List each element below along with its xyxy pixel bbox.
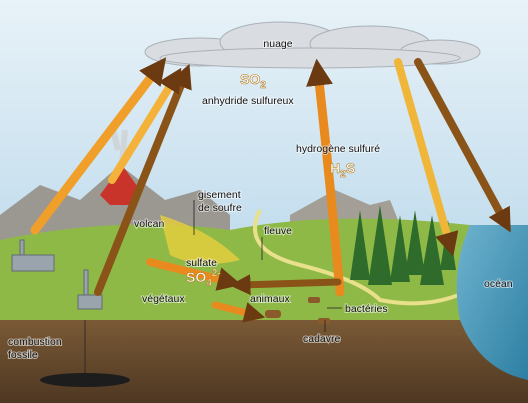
deposit-label: gisement xyxy=(198,189,241,201)
deposit-label: de soufre xyxy=(198,202,242,214)
river-label: fleuve xyxy=(264,225,292,237)
bacteria-label: bactéries xyxy=(345,303,388,315)
formula-base: SO xyxy=(186,269,206,285)
animals-label: animaux xyxy=(250,293,290,305)
formula-base: SO xyxy=(240,71,260,87)
fossil-label: fossile xyxy=(8,349,38,361)
cloud-label: nuage xyxy=(263,38,292,50)
so2-name: anhydride sulfureux xyxy=(202,95,294,107)
formula-sub: 4 xyxy=(206,278,212,289)
volcano-label: volcan xyxy=(134,218,165,230)
fossil-label: combustion xyxy=(8,336,62,348)
formula-sub: 2 xyxy=(260,80,266,91)
sulfur-cycle-diagram: nuage SO2 anhydride sulfureux hydrogène … xyxy=(0,0,528,403)
corpse-label: cadavre xyxy=(303,333,341,345)
h2s-name: hydrogène sulfuré xyxy=(296,143,380,155)
plants-label: végétaux xyxy=(142,293,185,305)
formula-base: H xyxy=(330,160,340,176)
formula-sup: 2- xyxy=(212,268,221,279)
formula-rest: S xyxy=(346,160,355,176)
soil xyxy=(0,320,528,403)
ocean-label: océan xyxy=(484,278,513,290)
